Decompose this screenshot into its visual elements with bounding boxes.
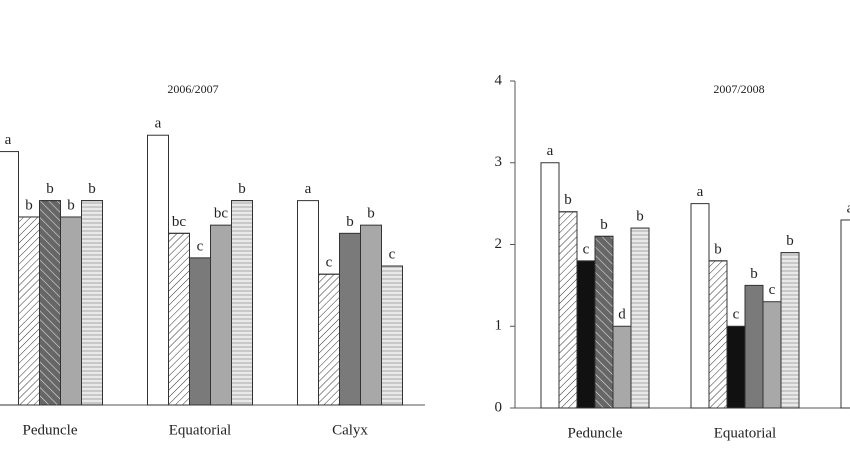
bar-hatch — [231, 200, 253, 406]
significance-letter: c — [389, 246, 396, 262]
significance-letter: b — [346, 214, 354, 230]
significance-letter: b — [786, 233, 794, 249]
bar-hatch — [81, 200, 103, 406]
significance-letter: b — [367, 206, 375, 222]
significance-letter: c — [733, 307, 740, 323]
chart-title: 2006/2007 — [167, 82, 218, 96]
bar-hatch — [594, 235, 614, 409]
bar — [762, 301, 782, 409]
significance-letter: a — [305, 181, 312, 197]
x-tick-label: Peduncle — [23, 422, 78, 438]
significance-letter: c — [769, 282, 776, 298]
bar-hatch — [558, 211, 578, 409]
x-tick-label: Peduncle — [568, 425, 623, 441]
bar-hatch — [381, 265, 403, 406]
significance-letter: b — [636, 209, 644, 225]
significance-letter: c — [326, 255, 333, 271]
significance-letter: b — [600, 217, 608, 233]
significance-letter: b — [88, 181, 96, 197]
y-tick-label: 0 — [495, 399, 503, 415]
bar-hatch — [780, 252, 800, 409]
significance-letter: b — [238, 181, 246, 197]
y-tick-label: 2 — [495, 236, 503, 252]
bar — [147, 134, 169, 406]
bar — [612, 325, 632, 409]
significance-letter: b — [750, 266, 758, 282]
bar — [840, 219, 850, 409]
significance-letter: bc — [214, 206, 229, 222]
significance-letter: d — [618, 307, 626, 323]
significance-letter: b — [67, 197, 75, 213]
significance-letter: bc — [172, 214, 187, 230]
significance-letter: a — [847, 200, 850, 216]
x-tick-label: Equatorial — [169, 422, 231, 438]
y-tick-label: 1 — [495, 318, 503, 334]
bar — [576, 260, 596, 409]
significance-letter: b — [46, 181, 54, 197]
bar-hatch — [318, 273, 340, 406]
significance-letter: c — [583, 241, 590, 257]
bar — [339, 232, 361, 406]
bar — [744, 284, 764, 409]
chart-title: 2007/2008 — [713, 82, 764, 96]
x-tick-label: Equatorial — [714, 425, 776, 441]
significance-letter: b — [25, 197, 33, 213]
bar — [0, 151, 19, 406]
bar-hatch — [168, 232, 190, 406]
bar — [210, 224, 232, 406]
bar-hatch — [18, 216, 40, 406]
bar — [690, 203, 710, 409]
bar-hatch — [708, 260, 728, 409]
significance-letter: a — [697, 184, 704, 200]
significance-letter: b — [564, 192, 572, 208]
bar — [540, 162, 560, 409]
bar-hatch — [630, 227, 650, 409]
bar — [189, 257, 211, 406]
bar — [60, 216, 82, 406]
significance-letter: a — [5, 132, 12, 148]
significance-letter: a — [547, 143, 554, 159]
bar — [726, 325, 746, 409]
x-tick-label: Calyx — [332, 422, 368, 438]
y-tick-label: 4 — [495, 72, 503, 88]
y-tick-label: 3 — [495, 154, 503, 170]
significance-letter: c — [197, 238, 204, 254]
significance-letter: a — [155, 116, 162, 132]
bar-hatch — [39, 200, 61, 406]
bar — [360, 224, 382, 406]
bar — [297, 200, 319, 406]
significance-letter: b — [714, 241, 722, 257]
